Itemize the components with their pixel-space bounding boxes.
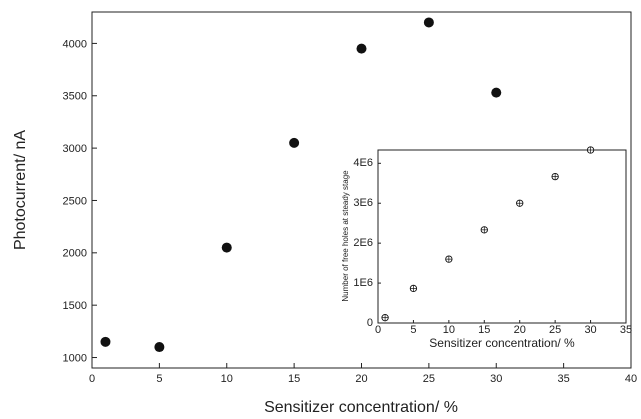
data-point <box>381 314 389 322</box>
x-tick-label: 15 <box>288 373 300 385</box>
x-tick-label: 25 <box>423 373 435 385</box>
main-x-ticks: 0 5 10 15 20 25 30 35 40 <box>89 363 637 385</box>
data-point <box>100 336 111 347</box>
inset-x-ticks: 0 5 10 15 20 25 30 35 <box>375 320 632 336</box>
inset-y-ticks: 0 1E6 2E6 3E6 4E6 <box>353 157 381 329</box>
y-tick-label: 1500 <box>63 300 87 312</box>
main-y-ticks: 1000 1500 2000 2500 3000 3500 4000 <box>63 38 97 364</box>
inset-plot: 0 5 10 15 20 25 30 35 0 1E6 2E6 3E6 4E6 Sensitizer … <box>341 146 632 350</box>
x-tick-label: 35 <box>558 373 570 385</box>
y-tick-label: 1E6 <box>353 277 373 289</box>
inset-plot-frame <box>377 149 627 324</box>
y-tick-label: 4000 <box>63 38 87 50</box>
inset-data-points <box>381 146 595 322</box>
x-tick-label: 10 <box>443 324 455 336</box>
main-x-axis-label: Sensitizer concentration/ % <box>264 399 458 416</box>
data-point <box>551 172 559 181</box>
x-tick-label: 5 <box>410 324 416 336</box>
main-data-points <box>100 17 502 353</box>
inset-x-axis-label: Sensitizer concentration/ % <box>429 336 575 350</box>
y-tick-label: 4E6 <box>353 157 373 169</box>
y-tick-label: 0 <box>367 317 373 329</box>
x-tick-label: 20 <box>355 373 367 385</box>
y-tick-label: 2E6 <box>353 237 373 249</box>
x-tick-label: 25 <box>549 324 561 336</box>
y-tick-label: 2500 <box>63 195 87 207</box>
y-tick-label: 2000 <box>63 248 87 260</box>
x-tick-label: 15 <box>478 324 490 336</box>
x-tick-label: 35 <box>620 324 632 336</box>
x-tick-label: 10 <box>221 373 233 385</box>
data-point <box>423 17 434 28</box>
y-tick-label: 3500 <box>63 91 87 103</box>
data-point <box>356 43 367 54</box>
data-point <box>480 226 488 234</box>
data-point <box>516 199 524 207</box>
main-plot: 0 5 10 15 20 25 30 35 40 10001500200025003000350… <box>12 11 637 416</box>
data-point <box>289 137 300 148</box>
x-tick-label: 30 <box>584 324 596 336</box>
data-point <box>154 342 165 353</box>
y-tick-label: 3E6 <box>353 197 373 209</box>
x-tick-label: 20 <box>514 324 526 336</box>
data-point <box>586 146 595 154</box>
y-tick-label: 3000 <box>63 143 87 155</box>
data-point <box>221 242 232 253</box>
inset-plot-background <box>378 150 626 323</box>
x-tick-label: 0 <box>89 373 95 385</box>
main-y-axis-label: Photocurrent/ nA <box>12 130 29 250</box>
data-point <box>445 255 453 263</box>
data-point <box>409 284 418 293</box>
inset-y-axis-label: Number of free holes at steady stage <box>341 170 350 302</box>
x-tick-label: 5 <box>156 373 162 385</box>
x-tick-label: 30 <box>490 373 502 385</box>
x-tick-label: 0 <box>375 324 381 336</box>
x-tick-label: 40 <box>625 373 637 385</box>
y-tick-label: 1000 <box>63 352 87 364</box>
data-point <box>491 87 502 98</box>
